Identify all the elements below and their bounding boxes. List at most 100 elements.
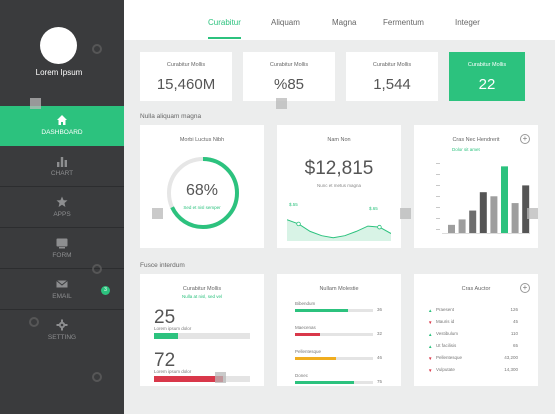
- watermark-icon: [92, 44, 102, 54]
- bar-fill: [295, 309, 349, 312]
- home-icon: [57, 115, 67, 125]
- bar-label: Bibendum: [295, 301, 316, 306]
- stat-label: Curabitur Mollis: [467, 62, 507, 68]
- bar-value: 32: [377, 331, 383, 336]
- stat-value: 15,460M: [156, 76, 216, 93]
- list-item[interactable]: ▼ Vulputate 14,300: [428, 367, 518, 376]
- watermark-icon: [276, 98, 287, 109]
- donut-card: Morbi Luctus Nibh 68% Sed et nisl semper: [140, 125, 264, 248]
- arrow-up-icon: ▲: [428, 332, 433, 337]
- progress-card: Curabitur Mollis Nulla at nisl, sed vel …: [140, 274, 264, 386]
- tab-aliquam[interactable]: Aliquam: [271, 18, 300, 27]
- watermark-icon: [215, 372, 226, 383]
- tab-curabitur[interactable]: Curabitur: [208, 18, 241, 39]
- x-axis: [442, 233, 530, 234]
- area-line: [287, 219, 391, 239]
- bar: [458, 219, 466, 233]
- sidebar-item-setting[interactable]: SETTING: [0, 311, 124, 351]
- tab-bar: Curabitur Aliquam Magna Fermentum Intege…: [124, 0, 555, 40]
- auctor-card: Cras Auctor + ▲ Praesent 126 ▼ Mauris id 45 ▲ V…: [414, 274, 538, 386]
- bar-value: 46: [377, 355, 383, 360]
- progress-label: Lorem ipsum dolor: [154, 326, 192, 331]
- bar-chart: [436, 163, 530, 234]
- list-item-value: 45: [512, 319, 518, 324]
- bar-track: [295, 357, 373, 360]
- line-value: $12,815: [304, 158, 374, 179]
- stat-value: 1,544: [373, 76, 411, 93]
- tab-integer[interactable]: Integer: [455, 18, 480, 27]
- tab-magna[interactable]: Magna: [332, 18, 357, 27]
- gear-icon: [56, 319, 68, 331]
- list-item[interactable]: ▼ Mauris id 45: [428, 319, 518, 328]
- progress-label: Lorem ipsum dolor: [154, 369, 192, 374]
- sidebar-item-label: FORM: [52, 252, 72, 259]
- watermark-icon: [29, 317, 39, 327]
- list-item[interactable]: ▼ Pellentesque 43,200: [428, 355, 518, 364]
- stat-label: Curabitur Mollis: [269, 62, 309, 68]
- stat-card: Curabitur Mollis 1,544: [346, 52, 438, 101]
- sidebar-item-form[interactable]: FORM: [0, 229, 124, 269]
- tab-fermentum[interactable]: Fermentum: [383, 18, 424, 27]
- bar-fill: [295, 381, 354, 384]
- stat-value: 22: [478, 76, 496, 93]
- list-item-value: 110: [510, 331, 518, 336]
- sidebar-item-label: CHART: [50, 170, 74, 177]
- bar-fill: [295, 333, 320, 336]
- line-marker: [296, 221, 301, 227]
- arrow-down-icon: ▼: [428, 356, 433, 361]
- email-badge: 3: [101, 286, 110, 295]
- sidebar-item-label: APPS: [53, 211, 71, 218]
- list-item-label: Vulputate: [436, 367, 455, 372]
- y-tick: [436, 185, 440, 186]
- add-icon[interactable]: +: [520, 283, 530, 293]
- section-title: Nulla aliquam magna: [140, 113, 202, 120]
- list-item-label: Pellentesque: [436, 355, 463, 360]
- star-icon: [56, 196, 68, 207]
- bar-label: Pellentesque: [295, 349, 322, 354]
- form-icon: [56, 238, 68, 249]
- sidebar-item-chart[interactable]: CHART: [0, 147, 124, 187]
- watermark-icon: [30, 98, 41, 109]
- list-item[interactable]: ▲ Praesent 126: [428, 307, 518, 316]
- donut-percent: 68%: [185, 182, 219, 199]
- add-icon[interactable]: +: [520, 134, 530, 144]
- list-item-value: 43,200: [504, 355, 518, 360]
- sidebar-item-email[interactable]: EMAIL 3: [0, 270, 124, 310]
- bar-label: Maecenas: [295, 325, 316, 330]
- donut-arc: [167, 157, 239, 229]
- progress-bar: [154, 333, 250, 339]
- sidebar-item-dashboard[interactable]: DASHBOARD: [0, 106, 124, 146]
- arrow-down-icon: ▼: [428, 320, 433, 325]
- stat-card-highlight[interactable]: Curabitur Mollis 22: [449, 52, 525, 101]
- bar: [501, 166, 508, 233]
- bar-value: 75: [377, 379, 383, 384]
- user-name: Lorem Ipsum: [35, 68, 83, 77]
- list-item[interactable]: ▲ Vestibulum 110: [428, 331, 518, 340]
- donut-caption: Sed et nisl semper: [183, 205, 221, 210]
- list-item-value: 14,300: [504, 367, 518, 372]
- bar: [479, 192, 487, 233]
- bar-legend: Dolor sit amet: [452, 147, 480, 152]
- sidebar-item-label: EMAIL: [52, 293, 72, 300]
- list-item[interactable]: ▲ Ut facilisis 65: [428, 343, 518, 352]
- bar-chart-icon: [57, 157, 67, 167]
- envelope-icon: [56, 280, 68, 288]
- bar-label: Donec: [295, 373, 309, 378]
- bar: [448, 224, 455, 233]
- stat-label: Curabitur Mollis: [166, 62, 206, 68]
- area-fill: [287, 219, 391, 241]
- card-subtitle: Nulla at nisl, sed vel: [181, 294, 223, 299]
- watermark-icon: [92, 372, 102, 382]
- stat-card: Curabitur Mollis %85: [243, 52, 335, 101]
- avatar[interactable]: [40, 27, 77, 64]
- sidebar-item-apps[interactable]: APPS: [0, 188, 124, 228]
- sidebar-item-label: SETTING: [47, 334, 77, 341]
- watermark-icon: [400, 208, 411, 219]
- y-tick: [436, 196, 440, 197]
- sidebar: Lorem Ipsum DASHBOARD CHART APPS FORM EM…: [0, 0, 124, 414]
- watermark-icon: [527, 208, 538, 219]
- watermark-icon: [152, 208, 163, 219]
- bar-fill: [295, 357, 336, 360]
- bar-track: [295, 333, 373, 336]
- section-title: Fusce interdum: [140, 262, 185, 269]
